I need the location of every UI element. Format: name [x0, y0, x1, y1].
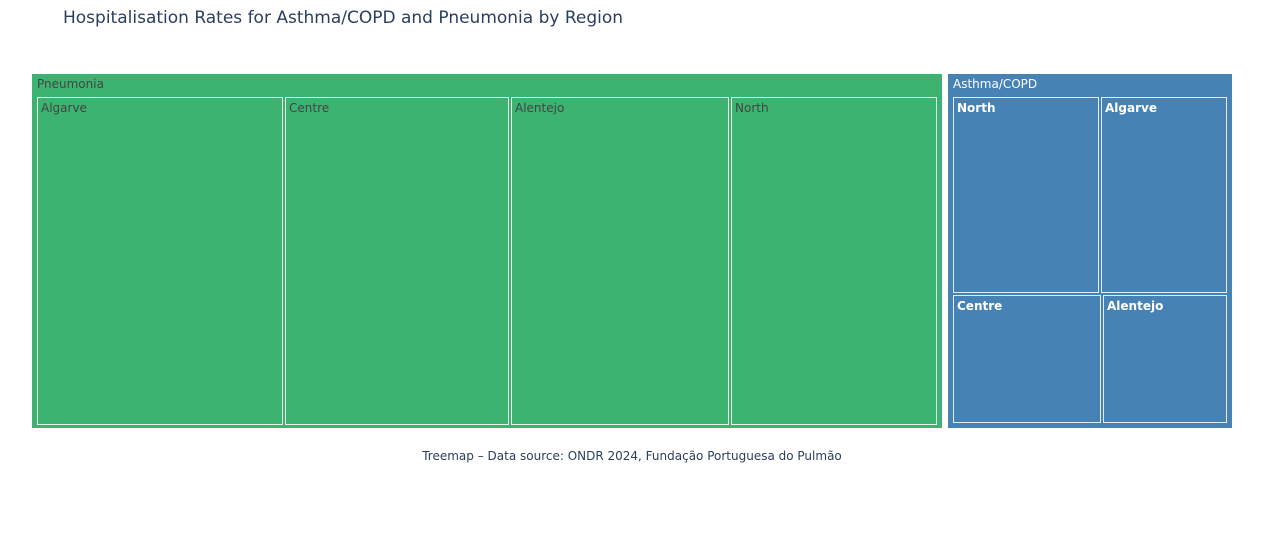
treemap-tile-pneumonia-centre[interactable]: Centre	[285, 97, 509, 425]
treemap-tile-pneumonia-north[interactable]: North	[731, 97, 937, 425]
treemap-group-label: Asthma/COPD	[953, 77, 1038, 91]
treemap-tile-pneumonia-alentejo[interactable]: Alentejo	[511, 97, 729, 425]
treemap-tile-asthma-copd-north[interactable]: North	[953, 97, 1099, 293]
treemap: Pneumonia Algarve Centre Alentejo North Asthm…	[31, 73, 1233, 429]
treemap-tile-label: North	[957, 101, 996, 115]
chart-caption: Treemap – Data source: ONDR 2024, Fundaç…	[422, 449, 842, 463]
treemap-tile-label: Centre	[957, 299, 1003, 313]
treemap-tile-label: Alentejo	[1107, 299, 1164, 313]
treemap-group-pneumonia[interactable]: Pneumonia Algarve Centre Alentejo North	[31, 73, 943, 429]
treemap-tile-asthma-copd-centre[interactable]: Centre	[953, 295, 1101, 423]
chart-title: Hospitalisation Rates for Asthma/COPD an…	[63, 8, 624, 28]
treemap-tile-label: North	[735, 101, 769, 115]
treemap-tile-label: Algarve	[1105, 101, 1157, 115]
treemap-group-asthma-copd[interactable]: Asthma/COPD North Algarve Centre Alentejo	[947, 73, 1233, 429]
treemap-tile-label: Algarve	[41, 101, 87, 115]
treemap-tile-asthma-copd-alentejo[interactable]: Alentejo	[1103, 295, 1227, 423]
treemap-tile-label: Centre	[289, 101, 330, 115]
treemap-tile-pneumonia-algarve[interactable]: Algarve	[37, 97, 283, 425]
treemap-tile-label: Alentejo	[515, 101, 565, 115]
treemap-group-label: Pneumonia	[37, 77, 104, 91]
treemap-tile-asthma-copd-algarve[interactable]: Algarve	[1101, 97, 1227, 293]
treemap-frame: Pneumonia Algarve Centre Alentejo North Asthm…	[31, 73, 1233, 429]
